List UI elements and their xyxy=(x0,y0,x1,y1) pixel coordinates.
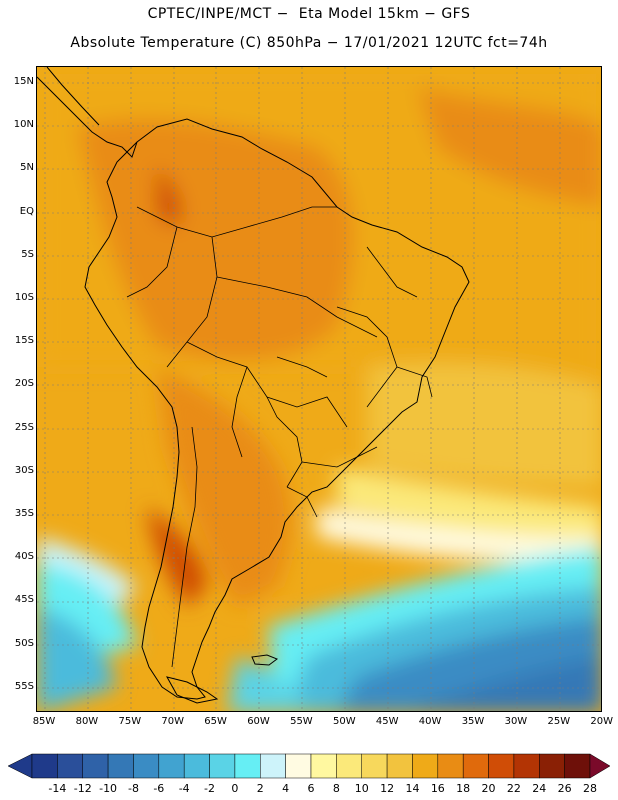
chart-title-line-1: CPTEC/INPE/MCT − Eta Model 15km − GFS xyxy=(147,6,471,22)
lat-tick-label: 50S xyxy=(14,637,34,649)
lon-tick-label: 20W xyxy=(590,716,613,727)
colorbar-swatch xyxy=(564,753,591,779)
colorbar-tick-label: 22 xyxy=(506,782,521,795)
lon-tick-label: 35W xyxy=(461,716,485,727)
lon-tick-label: 60W xyxy=(247,716,270,727)
colorbar-tick-label: -8 xyxy=(127,782,139,795)
colorbar-swatch xyxy=(285,753,312,779)
lon-tick-label: 85W xyxy=(32,716,56,727)
lat-lon-grid xyxy=(37,67,601,711)
colorbar-swatch xyxy=(57,753,83,779)
colorbar-tick-label: 24 xyxy=(532,782,547,795)
colorbar-swatch xyxy=(133,753,160,779)
colorbar-tick-label: 14 xyxy=(405,782,420,795)
lat-tick-label: 40S xyxy=(14,551,34,563)
colorbar-swatch xyxy=(539,753,565,779)
colorbar-tick-label: 0 xyxy=(231,782,239,795)
chart-title-line-2: Absolute Temperature (C) 850hPa − 17/01/… xyxy=(70,35,548,51)
lon-tick-label: 70W xyxy=(161,716,184,727)
colorbar-tick-label: 10 xyxy=(354,782,369,795)
colorbar-swatch xyxy=(437,753,464,779)
colorbar-tick-label: 20 xyxy=(481,782,496,795)
lat-tick-label: 45S xyxy=(14,594,34,606)
lon-tick-label: 30W xyxy=(504,716,528,727)
colorbar-tick-label: 4 xyxy=(282,782,290,795)
colorbar-tick-label: -10 xyxy=(99,782,118,795)
colorbar-swatch xyxy=(361,753,388,779)
colorbar-tick-label: -4 xyxy=(178,782,190,795)
lat-tick-label: 55S xyxy=(14,680,34,692)
colorbar-swatch xyxy=(107,753,134,779)
colorbar-tick-label: -12 xyxy=(73,782,92,795)
colorbar-swatch xyxy=(31,753,58,779)
country-borders xyxy=(126,206,433,668)
lon-tick-label: 75W xyxy=(118,716,142,727)
lon-tick-label: 50W xyxy=(332,716,356,727)
lat-tick-label: 10S xyxy=(14,292,34,303)
colorbar-tick-label: 6 xyxy=(307,782,315,795)
colorbar-swatch xyxy=(260,753,286,779)
colorbar-swatch xyxy=(488,753,515,779)
colorbar-tick-label: -2 xyxy=(204,782,216,795)
lat-tick-label: 20S xyxy=(14,378,34,390)
temperature-field xyxy=(37,67,601,711)
colorbar-tick-label: 12 xyxy=(380,782,395,795)
colorbar-swatch xyxy=(158,753,185,779)
colorbar-tick-label: 28 xyxy=(583,782,597,795)
colorbar-min-arrow xyxy=(7,753,33,779)
lat-tick-label: 15N xyxy=(13,76,34,87)
lat-tick-label: 5N xyxy=(20,162,34,174)
colorbar-swatch xyxy=(209,753,236,779)
colorbar-tick-label: -6 xyxy=(153,782,165,795)
tierra-del-fuego-outline xyxy=(166,676,219,704)
colorbar-max-arrow xyxy=(589,753,611,779)
lon-tick-label: 40W xyxy=(418,716,442,727)
colorbar-swatch xyxy=(462,753,489,779)
lon-tick-label: 65W xyxy=(204,716,227,727)
lon-tick-label: 25W xyxy=(547,716,571,727)
colorbar-swatch xyxy=(336,753,362,779)
lat-tick-label: EQ xyxy=(19,205,34,217)
lat-tick-label: 25S xyxy=(14,421,34,433)
central-america-coastline xyxy=(37,67,138,158)
lat-tick-label: 35S xyxy=(14,508,34,519)
colorbar-swatch xyxy=(310,753,337,779)
colorbar-swatch xyxy=(513,753,540,779)
map-canvas xyxy=(37,67,601,711)
lon-tick-label: 55W xyxy=(290,716,313,727)
lon-tick-label: 45W xyxy=(375,716,399,727)
colorbar-tick-label: 16 xyxy=(430,782,445,795)
lat-tick-label: 30S xyxy=(14,464,34,476)
colorbar-tick-label: -14 xyxy=(48,782,67,795)
lat-tick-label: 10N xyxy=(13,119,34,131)
colorbar-swatch xyxy=(234,753,261,779)
colorbar-swatch xyxy=(183,753,210,779)
colorbar-tick-label: 8 xyxy=(332,782,340,795)
colorbar-swatch xyxy=(386,753,413,779)
lat-tick-label: 15S xyxy=(14,335,34,347)
colorbar xyxy=(7,753,611,779)
colorbar-tick-label: 2 xyxy=(256,782,264,795)
lat-tick-label: 5S xyxy=(21,248,34,260)
lon-tick-label: 80W xyxy=(75,716,99,727)
colorbar-tick-label: 18 xyxy=(456,782,471,795)
south-america-coastline xyxy=(84,118,470,700)
colorbar-swatch xyxy=(82,753,109,779)
falklands-outline xyxy=(251,654,279,666)
temperature-map xyxy=(36,66,602,712)
colorbar-tick-label: 26 xyxy=(557,782,572,795)
colorbar-swatch xyxy=(412,753,439,779)
